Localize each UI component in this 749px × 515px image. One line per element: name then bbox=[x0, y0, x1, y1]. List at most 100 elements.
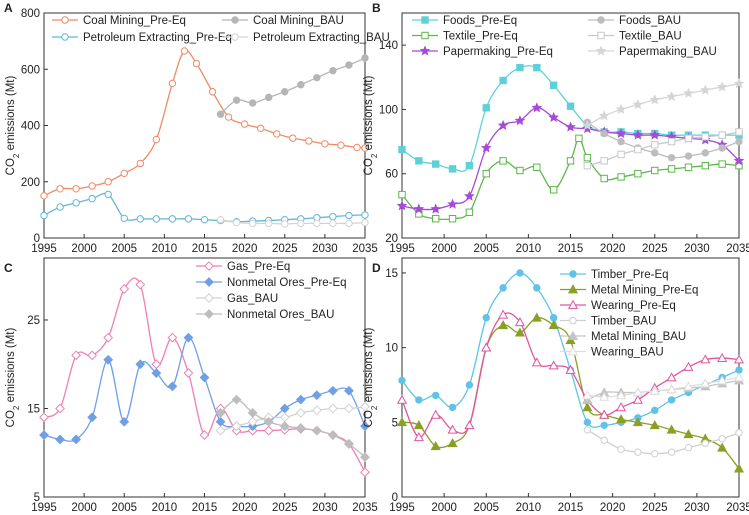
data-point bbox=[481, 342, 492, 352]
data-point bbox=[683, 381, 694, 391]
data-point bbox=[533, 163, 541, 171]
data-point bbox=[514, 327, 525, 337]
data-point bbox=[103, 332, 114, 343]
legend-item-wearing-pre-eq: Wearing_Pre-Eq bbox=[560, 299, 676, 312]
legend-label: Gas_Pre-Eq bbox=[227, 261, 290, 273]
series-line bbox=[401, 312, 740, 438]
data-point bbox=[632, 394, 643, 404]
data-point bbox=[135, 279, 146, 290]
legend-marker bbox=[597, 31, 605, 40]
data-point bbox=[718, 435, 726, 443]
data-point bbox=[279, 412, 290, 423]
data-point bbox=[247, 416, 258, 427]
data-point bbox=[183, 368, 194, 378]
data-point bbox=[651, 406, 659, 415]
data-point bbox=[273, 130, 281, 138]
data-point bbox=[617, 445, 625, 453]
series-line bbox=[587, 83, 740, 127]
legend: Foods_Pre-Eq Textile_Pre-Eq Papermaking_Pr… bbox=[412, 15, 717, 58]
data-point bbox=[120, 169, 128, 178]
data-point bbox=[168, 215, 177, 223]
series-textile-bau bbox=[583, 128, 743, 170]
data-point bbox=[699, 84, 711, 95]
legend-marker bbox=[421, 31, 429, 40]
data-point bbox=[119, 284, 130, 294]
legend-item-papermaking-pre-eq: Papermaking_Pre-Eq bbox=[412, 45, 553, 58]
x-tick-label: 2035 bbox=[726, 502, 749, 514]
data-point bbox=[311, 390, 322, 401]
x-tick-label: 2030 bbox=[684, 502, 710, 514]
legend-item-textile-pre-eq: Textile_Pre-Eq bbox=[412, 31, 518, 43]
data-point bbox=[649, 420, 660, 430]
legend-marker bbox=[204, 261, 214, 271]
data-point bbox=[208, 88, 217, 96]
data-point bbox=[353, 143, 361, 152]
x-tick-label: 2000 bbox=[431, 502, 457, 514]
data-point bbox=[733, 354, 745, 364]
data-point bbox=[167, 381, 178, 392]
data-point bbox=[531, 312, 542, 322]
x-tick-label: 2015 bbox=[558, 243, 584, 255]
y-tick-label: 400 bbox=[21, 121, 40, 133]
data-point bbox=[482, 104, 490, 112]
data-point bbox=[566, 102, 575, 110]
y-axis-label: CO2 emissions (Mt) bbox=[363, 76, 379, 176]
legend-item-gas-pre-eq: Gas_Pre-Eq bbox=[196, 261, 290, 273]
y-tick-label: 5 bbox=[392, 417, 398, 429]
x-tick-label: 2020 bbox=[232, 243, 258, 255]
data-point bbox=[482, 170, 490, 178]
data-point bbox=[651, 149, 659, 157]
data-point bbox=[701, 161, 709, 170]
data-point bbox=[344, 438, 354, 449]
data-point bbox=[616, 414, 627, 424]
y-tick-label: 15 bbox=[385, 268, 398, 280]
legend-item-foods-bau: Foods_BAU bbox=[588, 15, 681, 27]
data-point bbox=[281, 220, 289, 228]
data-point bbox=[600, 129, 608, 138]
data-point bbox=[634, 145, 642, 154]
data-point bbox=[735, 429, 743, 437]
data-point bbox=[700, 378, 711, 388]
data-point bbox=[735, 137, 743, 146]
data-point bbox=[152, 135, 161, 144]
data-point bbox=[361, 54, 369, 62]
data-point bbox=[192, 59, 201, 68]
data-point bbox=[616, 402, 627, 412]
series-line bbox=[587, 376, 740, 398]
data-point bbox=[718, 160, 726, 168]
data-point bbox=[337, 141, 345, 149]
data-point bbox=[514, 317, 525, 327]
data-point bbox=[104, 190, 112, 199]
y-tick-label: 800 bbox=[21, 8, 40, 20]
data-point bbox=[39, 430, 49, 440]
x-tick-label: 2025 bbox=[272, 243, 298, 255]
y-tick-label: 60 bbox=[385, 169, 398, 181]
legend-label: Wearing_Pre-Eq bbox=[591, 300, 676, 312]
x-tick-label: 2030 bbox=[312, 243, 338, 255]
data-point bbox=[345, 219, 353, 228]
x-tick-label: 1995 bbox=[31, 502, 57, 514]
data-point bbox=[215, 425, 226, 436]
legend-item-gas-bau: Gas_BAU bbox=[196, 293, 278, 305]
legend-item-timber-bau: Timber_BAU bbox=[560, 316, 656, 328]
data-point bbox=[548, 319, 559, 330]
data-point bbox=[735, 128, 743, 136]
x-tick-label: 2000 bbox=[431, 243, 457, 255]
x-tick-label: 2000 bbox=[71, 243, 97, 255]
data-point bbox=[482, 314, 490, 322]
x-tick-label: 2005 bbox=[111, 243, 137, 255]
legend-marker bbox=[569, 270, 577, 278]
data-point bbox=[548, 360, 559, 370]
data-point bbox=[71, 350, 82, 361]
data-point bbox=[716, 81, 728, 92]
data-point bbox=[683, 87, 694, 98]
x-tick-label: 2020 bbox=[232, 502, 258, 514]
x-tick-label: 2010 bbox=[516, 243, 542, 255]
x-tick-label: 2010 bbox=[516, 502, 542, 514]
data-point bbox=[733, 372, 745, 382]
y-tick-label: 5 bbox=[34, 492, 40, 504]
legend-marker bbox=[567, 299, 579, 309]
data-point bbox=[533, 63, 541, 72]
data-point bbox=[71, 434, 82, 445]
data-point bbox=[667, 448, 676, 456]
